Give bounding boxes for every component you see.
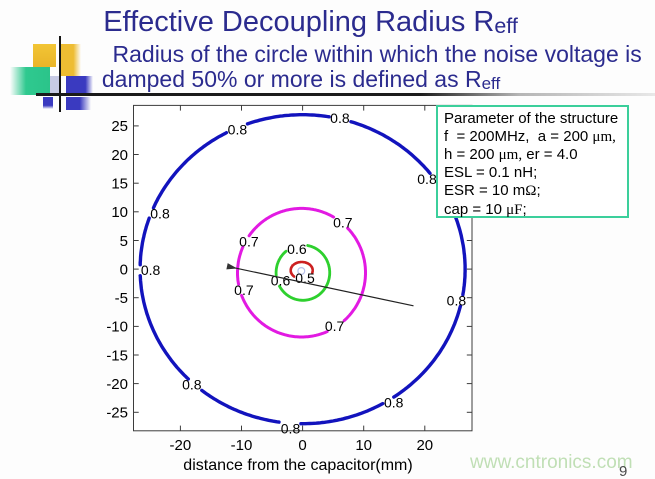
svg-text:distance from the capacitor(mm: distance from the capacitor(mm) [183,457,412,474]
svg-text:0.8: 0.8 [384,395,404,411]
svg-text:0: 0 [120,261,128,278]
svg-text:-25: -25 [106,405,128,422]
svg-text:-20: -20 [170,437,192,454]
svg-text:0.8: 0.8 [150,205,170,221]
svg-text:0.8: 0.8 [182,377,202,393]
svg-text:-20: -20 [106,376,128,393]
svg-text:0.6: 0.6 [271,273,291,289]
svg-text:0.8: 0.8 [141,262,161,278]
svg-text:0.8: 0.8 [330,110,350,126]
svg-text:-10: -10 [231,437,253,454]
svg-text:0.7: 0.7 [239,233,259,249]
svg-text:0.7: 0.7 [325,318,345,334]
svg-text:5: 5 [120,233,128,250]
svg-text:0.7: 0.7 [234,282,254,298]
svg-text:20: 20 [416,437,433,454]
svg-text:0.8: 0.8 [417,171,437,187]
svg-text:-5: -5 [115,290,128,307]
svg-text:-15: -15 [106,347,128,364]
svg-text:0.8: 0.8 [228,121,248,137]
svg-text:15: 15 [111,176,128,193]
svg-text:20: 20 [111,147,128,164]
svg-text:0.8: 0.8 [281,420,301,436]
svg-text:0.7: 0.7 [333,215,353,231]
svg-text:10: 10 [355,437,372,454]
svg-text:0.8: 0.8 [447,293,467,309]
svg-text:-10: -10 [106,319,128,336]
svg-text:0: 0 [298,437,306,454]
svg-text:25: 25 [111,118,128,135]
svg-text:0.6: 0.6 [287,241,307,257]
svg-text:10: 10 [111,204,128,221]
